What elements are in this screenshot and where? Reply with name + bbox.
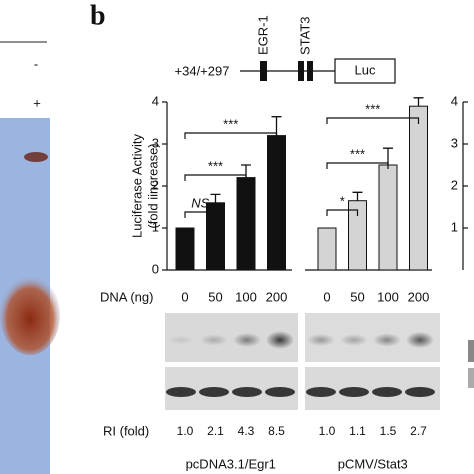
- significance-bracket: [326, 209, 359, 216]
- y-tick-label: 3: [451, 135, 458, 150]
- blot-band: [406, 331, 434, 349]
- site-box: [298, 61, 304, 81]
- y-tick-label: 4: [451, 93, 458, 108]
- y-tick-label: 1: [152, 219, 159, 234]
- site-label: EGR-1: [255, 15, 270, 55]
- x-tick-label: 50: [350, 289, 364, 304]
- y-tick-label: 4: [152, 93, 159, 108]
- ri-value: 2.7: [410, 424, 427, 438]
- x-tick-label: 200: [408, 289, 430, 304]
- blot-band: [233, 333, 261, 347]
- x-axis-label: DNA (ng): [100, 289, 153, 304]
- blot-band: [405, 387, 435, 397]
- ri-value: 1.1: [349, 424, 366, 438]
- blot-band: [265, 387, 295, 397]
- significance-label: ***: [208, 158, 223, 173]
- x-tick-label: 200: [266, 289, 288, 304]
- blot-band: [167, 335, 195, 345]
- x-tick-label: 0: [323, 289, 330, 304]
- ri-value: 1.5: [380, 424, 397, 438]
- y-tick-label: 2: [152, 177, 159, 192]
- blot-band: [340, 334, 368, 346]
- x-tick-label: 100: [235, 289, 257, 304]
- blot-band: [199, 387, 229, 397]
- significance-label: ***: [350, 146, 365, 161]
- ri-value: 4.3: [238, 424, 255, 438]
- blot-edge: [468, 340, 474, 362]
- bar: [267, 135, 286, 271]
- bar: [317, 227, 337, 271]
- blot-band: [200, 334, 228, 346]
- bar: [175, 227, 195, 271]
- y-axis-label: (fold iincrease): [145, 143, 160, 228]
- blot-band: [266, 330, 294, 350]
- ri-value: 8.5: [268, 424, 285, 438]
- ri-label: RI (fold): [103, 423, 149, 438]
- significance-bracket: [326, 117, 420, 124]
- site-label: STAT3: [297, 16, 312, 55]
- panel-label: b: [90, 0, 106, 31]
- ri-value: 2.1: [207, 424, 224, 438]
- gel-band: [24, 152, 48, 162]
- x-tick-label: 100: [377, 289, 399, 304]
- lane-label: -: [34, 56, 38, 71]
- site-box: [307, 61, 313, 81]
- error-bar: [210, 193, 221, 203]
- x-tick-label: 0: [181, 289, 188, 304]
- y-tick-label: 2: [451, 177, 458, 192]
- site-box: [260, 61, 267, 81]
- y-axis-label: Luciferase Activity: [129, 133, 144, 238]
- blot-band: [373, 333, 401, 347]
- significance-label: NS: [191, 195, 209, 210]
- lane-label: +: [33, 95, 41, 110]
- construct-position: +34/+297: [175, 63, 230, 78]
- significance-label: ***: [365, 101, 380, 116]
- group-label: pcDNA3.1/Egr1: [186, 456, 276, 471]
- reporter-label: Luc: [355, 62, 376, 77]
- group-label: pCMV/Stat3: [338, 456, 408, 471]
- x-tick-label: 50: [208, 289, 222, 304]
- error-bar: [413, 97, 424, 107]
- y-tick-label: 0: [152, 261, 159, 276]
- error-bar: [383, 147, 393, 165]
- blot-band: [372, 387, 402, 397]
- significance-bracket: [184, 174, 247, 181]
- significance-bracket: [184, 132, 278, 139]
- significance-label: ***: [223, 116, 238, 131]
- blot-band: [232, 387, 262, 397]
- significance-bracket: [184, 211, 217, 218]
- blot-band: [306, 387, 336, 397]
- error-bar: [352, 191, 363, 201]
- gel-band: [0, 275, 60, 355]
- blot-edge: [468, 368, 474, 388]
- bar: [236, 177, 256, 271]
- significance-label: *: [340, 193, 345, 208]
- significance-bracket: [326, 162, 389, 169]
- blot-band: [307, 333, 335, 347]
- y-tick-label: 3: [152, 135, 159, 150]
- blot-band: [339, 387, 369, 397]
- bar: [409, 105, 428, 271]
- ri-value: 1.0: [177, 424, 194, 438]
- ri-value: 1.0: [319, 424, 336, 438]
- reporter-box: [334, 58, 396, 84]
- y-tick-label: 1: [451, 219, 458, 234]
- bar: [378, 164, 398, 271]
- blot-band: [166, 387, 196, 397]
